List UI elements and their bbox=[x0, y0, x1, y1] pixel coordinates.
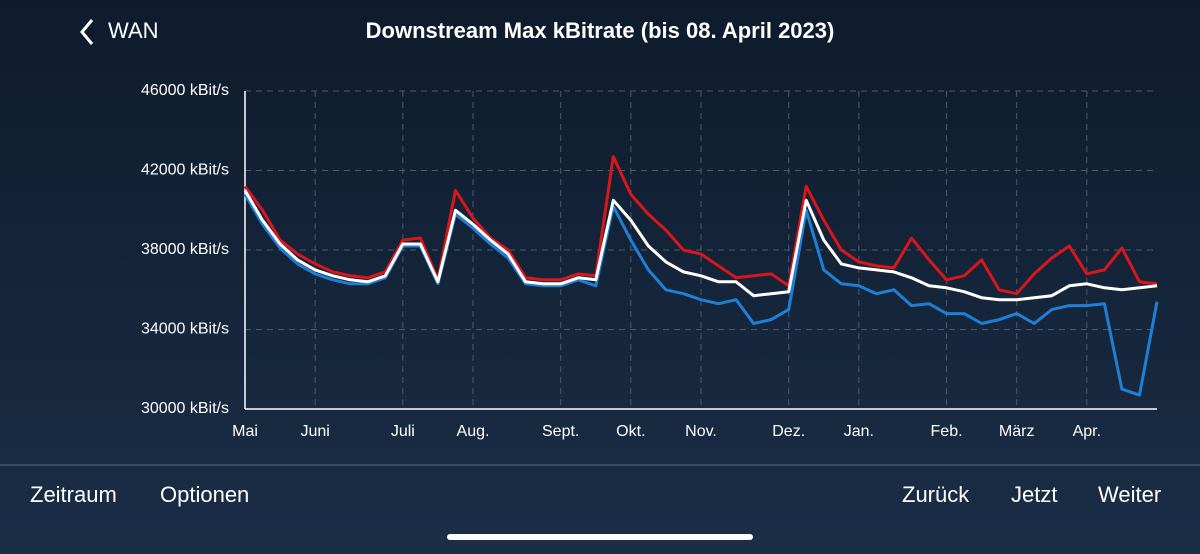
toolbar-button[interactable]: Zurück bbox=[902, 482, 970, 507]
x-tick-label: März bbox=[999, 423, 1035, 440]
x-tick-label: Dez. bbox=[772, 423, 805, 440]
x-tick-label: Juli bbox=[391, 423, 415, 440]
y-tick-label: 30000 kBit/s bbox=[141, 400, 229, 417]
y-tick-label: 34000 kBit/s bbox=[141, 321, 229, 338]
back-icon[interactable] bbox=[80, 19, 94, 45]
x-tick-label: Sept. bbox=[542, 423, 579, 440]
back-label[interactable]: WAN bbox=[108, 18, 159, 43]
toolbar-button[interactable]: Jetzt bbox=[1011, 482, 1057, 507]
data-line bbox=[243, 189, 1158, 302]
x-tick-label: Apr. bbox=[1073, 423, 1101, 440]
toolbar-button[interactable]: Weiter bbox=[1098, 482, 1161, 507]
x-tick-label: Okt. bbox=[616, 423, 645, 440]
toolbar-button[interactable]: Optionen bbox=[160, 482, 249, 507]
x-tick-label: Juni bbox=[300, 423, 329, 440]
x-tick-label: Nov. bbox=[685, 423, 717, 440]
y-tick-label: 46000 kBit/s bbox=[141, 82, 229, 99]
x-tick-label: Mai bbox=[232, 423, 258, 440]
x-tick-label: Jan. bbox=[844, 423, 874, 440]
y-tick-label: 38000 kBit/s bbox=[141, 241, 229, 258]
y-tick-label: 42000 kBit/s bbox=[141, 162, 229, 179]
toolbar-button[interactable]: Zeitraum bbox=[30, 482, 117, 507]
x-tick-label: Feb. bbox=[931, 423, 963, 440]
x-tick-label: Aug. bbox=[457, 423, 490, 440]
data-line bbox=[243, 155, 1158, 296]
home-indicator bbox=[447, 534, 753, 540]
chart-title: Downstream Max kBitrate (bis 08. April 2… bbox=[366, 18, 835, 43]
